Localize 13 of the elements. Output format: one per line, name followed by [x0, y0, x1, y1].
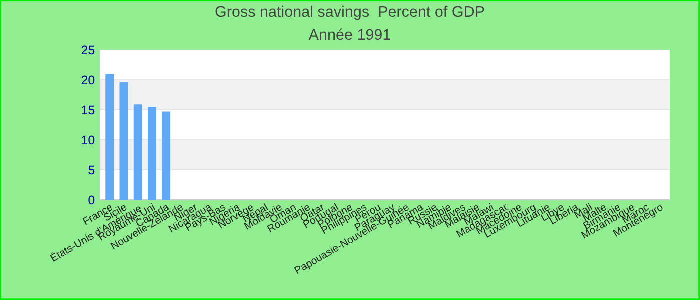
bar	[120, 82, 128, 200]
bar	[106, 74, 114, 200]
y-tick-label: 0	[88, 196, 95, 205]
y-tick-label: 15	[82, 106, 95, 115]
chart-subtitle: Année 1991	[308, 28, 390, 40]
bar	[162, 112, 171, 200]
y-tick-label: 5	[88, 166, 95, 175]
bar	[148, 107, 156, 200]
chart-title: Gross national savings Percent of GDP	[216, 6, 484, 20]
y-tick-label: 20	[82, 76, 95, 85]
y-tick-label: 10	[82, 136, 95, 145]
y-tick-label: 25	[82, 46, 95, 55]
bar	[134, 104, 142, 200]
